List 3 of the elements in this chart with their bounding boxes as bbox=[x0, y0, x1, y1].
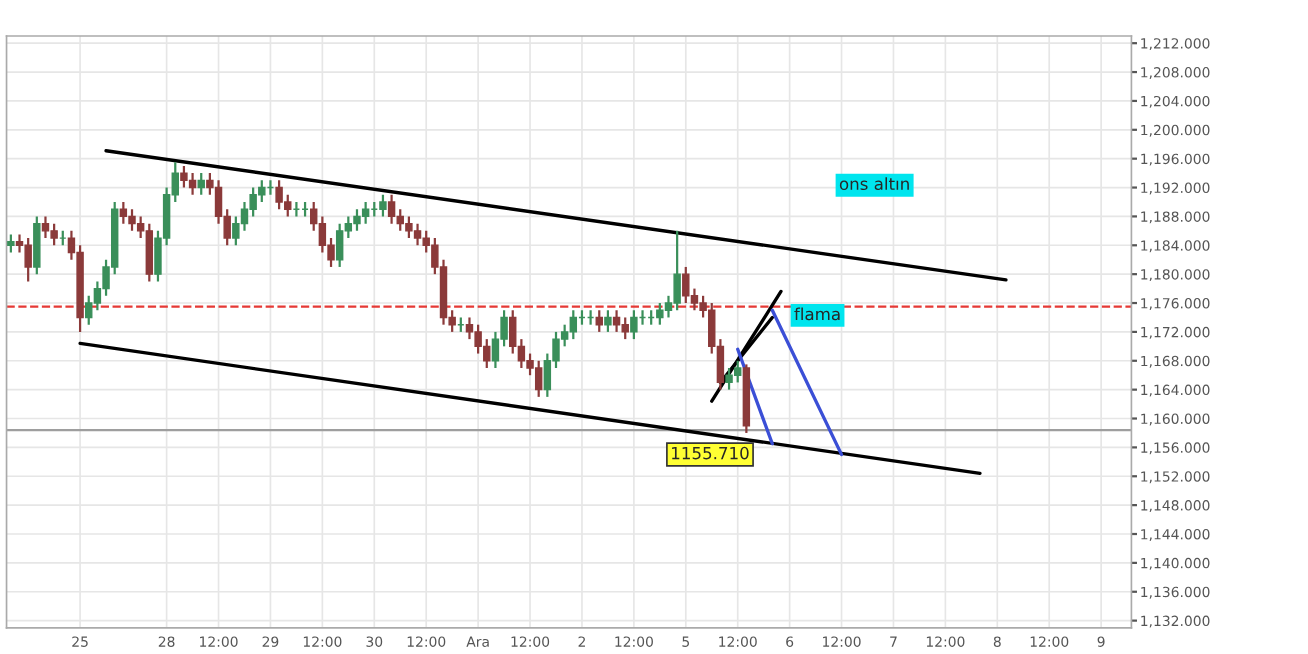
annotation: ons altın bbox=[839, 177, 909, 191]
annotation: flama bbox=[794, 307, 840, 321]
annotation: 1155.710 bbox=[672, 446, 749, 460]
